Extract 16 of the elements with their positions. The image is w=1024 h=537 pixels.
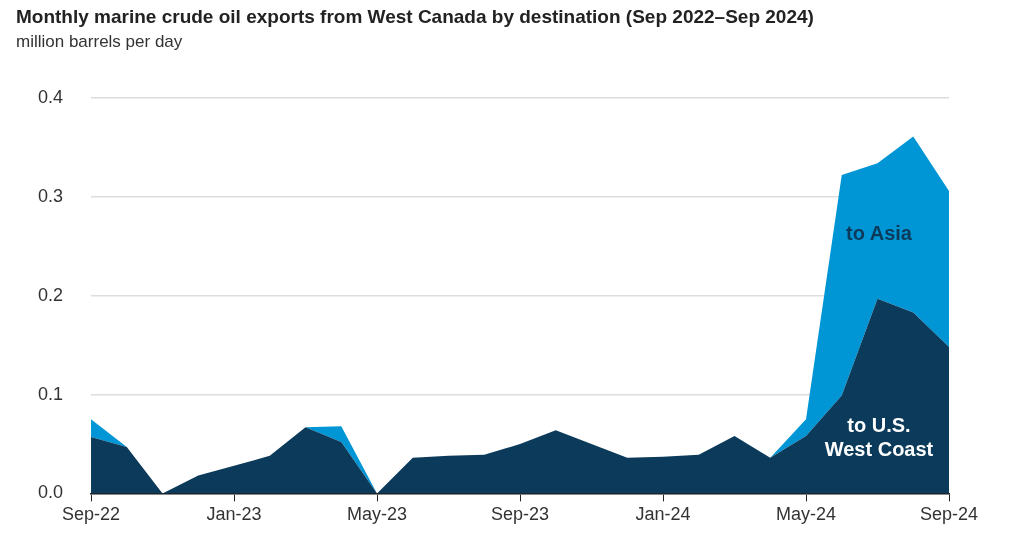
series-label: to Asia	[846, 222, 913, 245]
x-tick-label: Sep-24	[919, 504, 979, 525]
y-tick-label: 0.1	[37, 383, 64, 404]
y-axis-title: million barrels per day	[16, 32, 183, 52]
y-tick-label: 0.4	[37, 86, 64, 107]
y-tick-label: 0.3	[37, 185, 64, 206]
series-label: to U.S. West Coast	[824, 413, 934, 460]
chart-title: Monthly marine crude oil exports from West Canada by destination (Sep 2022–Sep 2024)	[16, 6, 814, 28]
x-tick-label: Jan-23	[206, 504, 262, 525]
x-tick-label: Jan-24	[635, 504, 691, 525]
x-tick-label: May-24	[775, 504, 837, 525]
y-tick-label: 0.0	[37, 482, 64, 503]
x-tick-label: May-23	[347, 504, 408, 525]
x-tick-label: Sep-23	[490, 504, 550, 525]
y-tick-label: 0.2	[37, 284, 64, 305]
x-tick-label: Sep-22	[62, 504, 121, 525]
